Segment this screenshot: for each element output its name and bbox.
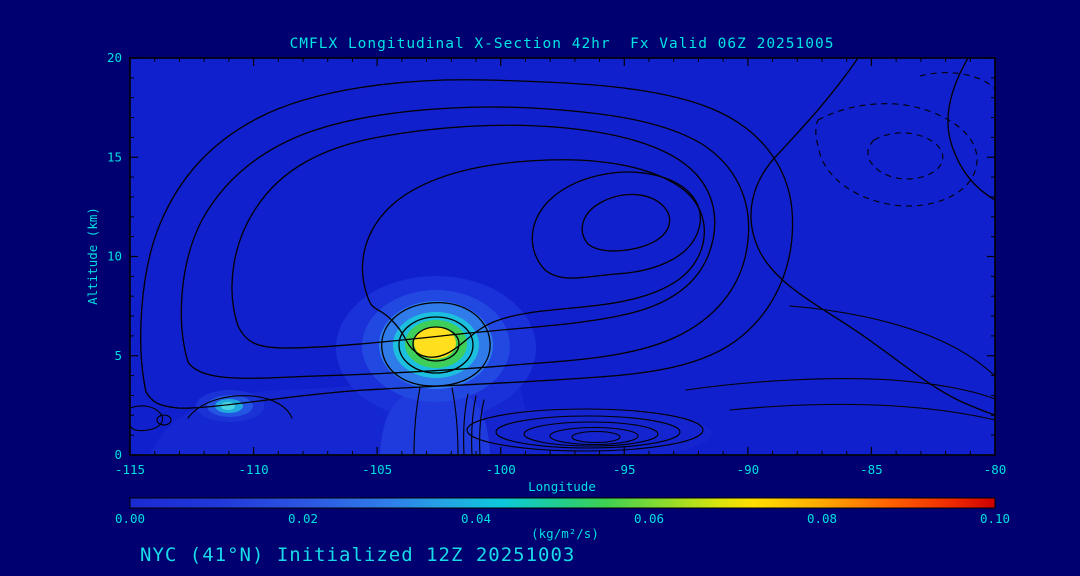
fill-secondary-core <box>221 402 235 410</box>
contour-shallow <box>549 426 639 446</box>
y-tick-label: 5 <box>114 348 122 363</box>
y-tick-label: 10 <box>107 249 122 264</box>
contour-line <box>685 378 995 400</box>
x-tick-label: -100 <box>486 462 516 477</box>
contour-line <box>789 305 995 377</box>
colorbar-tick-label: 0.10 <box>980 511 1010 526</box>
contour-line <box>581 193 671 252</box>
contour-line <box>187 395 293 419</box>
contour-dashed <box>867 132 944 180</box>
y-tick-label: 0 <box>114 447 122 462</box>
x-tick-label: -105 <box>362 462 392 477</box>
x-tick-label: -115 <box>115 462 145 477</box>
contour-shallow <box>571 430 621 444</box>
colorbar-tick-label: 0.08 <box>807 511 837 526</box>
y-tick-label: 20 <box>107 50 122 65</box>
axis-ticks <box>129 57 996 456</box>
plot-title: CMFLX Longitudinal X-Section 42hr Fx Val… <box>290 36 835 52</box>
contour-line <box>531 171 701 279</box>
y-axis-label: Altitude (km) <box>85 207 100 305</box>
contour-line <box>729 403 995 421</box>
colorbar-tick-label: 0.06 <box>634 511 664 526</box>
contour-line <box>750 58 995 416</box>
colorbar-tick-label: 0.00 <box>115 511 145 526</box>
colorbar <box>129 497 996 509</box>
plot-content <box>130 58 995 455</box>
contour-ring <box>381 302 491 387</box>
colorbar-tick-label: 0.04 <box>461 511 491 526</box>
contour-dashed <box>919 72 995 91</box>
x-tick-label: -110 <box>239 462 269 477</box>
contour-ring <box>412 326 460 362</box>
contour-shallow <box>523 421 659 447</box>
colorbar-tick-labels: 0.00 0.02 0.04 0.06 0.08 0.10 <box>115 511 1010 526</box>
contour-line <box>479 399 485 455</box>
contour-line <box>130 405 164 432</box>
x-tick-label: -90 <box>737 462 760 477</box>
contour-line <box>463 393 469 455</box>
contour-line <box>361 159 705 358</box>
contour-line <box>156 414 172 426</box>
plot-area <box>130 58 995 455</box>
contour-ring <box>398 316 474 374</box>
x-tick-label: -85 <box>860 462 883 477</box>
contour-line <box>413 387 421 455</box>
x-tick-label: -80 <box>984 462 1007 477</box>
colorbar-units-label: (kg/m²/s) <box>531 526 599 541</box>
y-tick-label: 15 <box>107 149 122 164</box>
x-axis-label: Longitude <box>528 479 596 494</box>
axis-tick-labels: -115 -110 -105 -100 -95 -90 -85 -80 20 15 10 5 0 <box>107 50 1006 477</box>
contour-shallow <box>495 415 681 449</box>
contour-line <box>947 58 995 201</box>
contour-line <box>471 395 477 455</box>
contour-line <box>140 79 794 409</box>
contour-line <box>451 387 459 455</box>
contour-dashed <box>815 103 978 207</box>
fill-primary-column <box>380 384 490 455</box>
contour-shallow <box>466 408 704 452</box>
initialization-caption: NYC (41°N) Initialized 12Z 20251003 <box>140 544 575 566</box>
colorbar-tick-label: 0.02 <box>288 511 318 526</box>
x-tick-label: -95 <box>613 462 636 477</box>
